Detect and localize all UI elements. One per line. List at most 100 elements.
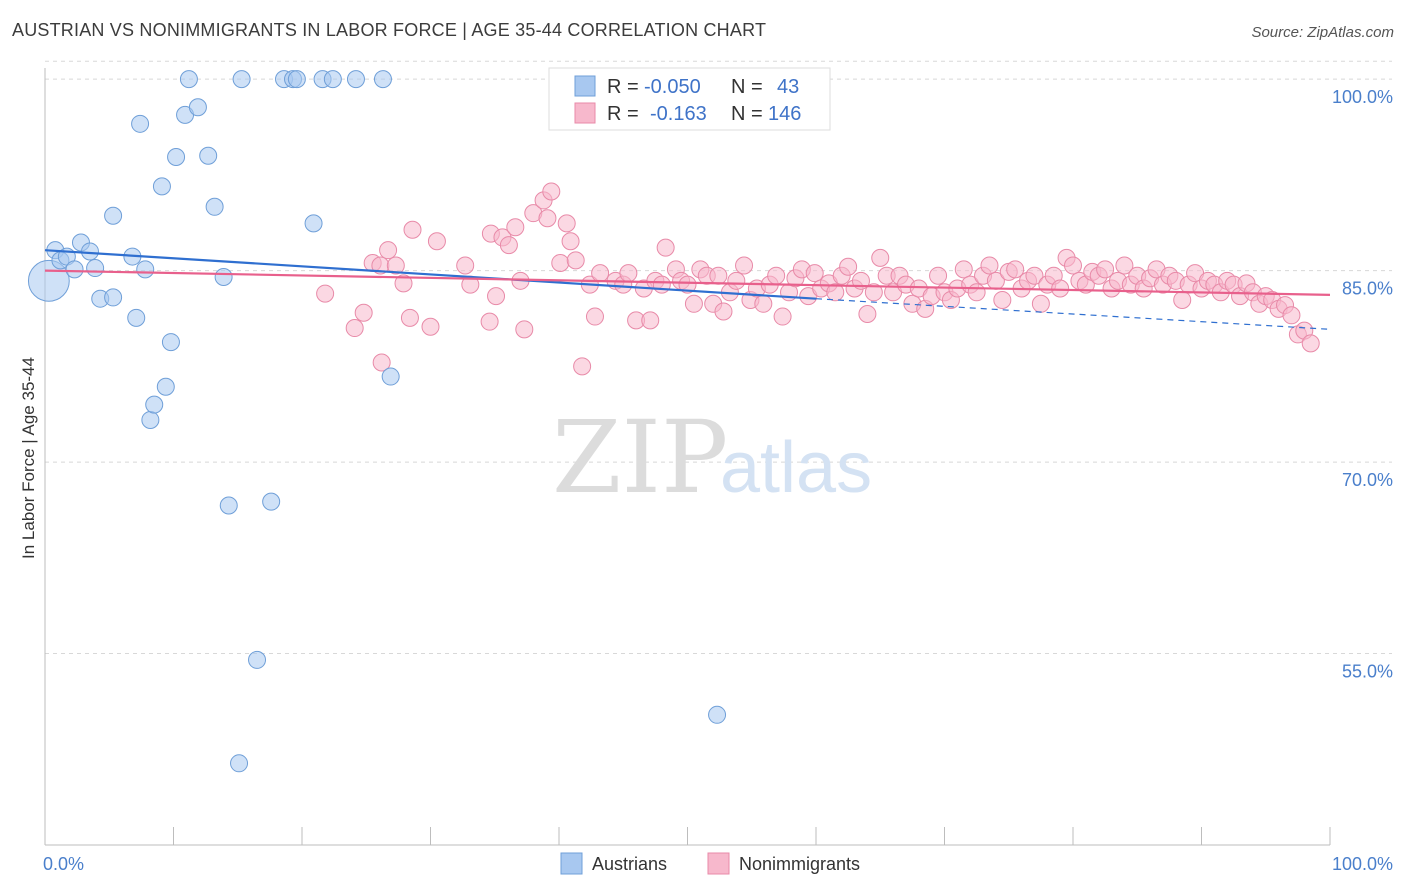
y-tick-label: 100.0% — [1332, 87, 1393, 107]
data-point-austrians — [65, 260, 84, 279]
y-tick-label: 70.0% — [1342, 470, 1393, 490]
data-point-nonimmigrants — [538, 209, 557, 228]
series-austrians-points — [27, 70, 727, 773]
data-point-austrians — [287, 70, 306, 89]
data-point-austrians — [323, 70, 342, 89]
legend-r-label: R = — [607, 76, 639, 98]
data-point-nonimmigrants — [566, 251, 585, 270]
data-point-nonimmigrants — [386, 256, 405, 275]
data-point-nonimmigrants — [767, 266, 786, 285]
data-point-nonimmigrants — [967, 283, 986, 302]
data-point-austrians — [145, 395, 164, 414]
data-point-nonimmigrants — [480, 312, 499, 331]
data-point-nonimmigrants — [487, 287, 506, 306]
data-point-nonimmigrants — [864, 283, 883, 302]
bottom-legend: Austrians Nonimmigrants — [560, 852, 860, 875]
legend-r-value: -0.163 — [650, 103, 707, 125]
data-point-nonimmigrants — [1301, 334, 1320, 353]
data-point-nonimmigrants — [773, 307, 792, 326]
data-point-nonimmigrants — [573, 357, 592, 376]
data-point-nonimmigrants — [421, 317, 440, 336]
data-point-nonimmigrants — [379, 241, 398, 260]
data-point-nonimmigrants — [1031, 294, 1050, 313]
axes — [44, 68, 1331, 846]
data-point-nonimmigrants — [619, 264, 638, 283]
trend-line-austrians-extension — [815, 298, 1331, 330]
grid-lines — [45, 60, 1392, 655]
data-point-nonimmigrants — [456, 256, 475, 275]
source-label: Source: ZipAtlas.com — [1251, 24, 1394, 41]
data-point-nonimmigrants — [871, 248, 890, 267]
data-point-nonimmigrants — [372, 353, 391, 372]
data-point-nonimmigrants — [1173, 290, 1192, 309]
watermark: ZIP atlas — [552, 399, 872, 516]
data-point-austrians — [248, 650, 267, 669]
data-point-nonimmigrants — [551, 253, 570, 272]
data-point-austrians — [381, 367, 400, 386]
data-point-nonimmigrants — [394, 274, 413, 293]
data-point-austrians — [232, 70, 251, 89]
data-point-nonimmigrants — [403, 220, 422, 239]
data-point-austrians — [214, 267, 233, 286]
data-point-austrians — [156, 377, 175, 396]
data-point-nonimmigrants — [678, 275, 697, 294]
bottom-legend-austrians: Austrians — [592, 854, 667, 874]
legend-box: R = -0.050 N = 43 R = -0.163 N = 146 — [548, 67, 831, 131]
data-point-nonimmigrants — [1282, 306, 1301, 325]
data-point-nonimmigrants — [735, 256, 754, 275]
legend-n-value: 146 — [768, 103, 801, 125]
data-point-austrians — [152, 177, 171, 196]
data-point-nonimmigrants — [929, 266, 948, 285]
data-point-austrians — [136, 260, 155, 279]
data-point-nonimmigrants — [1025, 266, 1044, 285]
data-point-nonimmigrants — [354, 303, 373, 322]
trend-lines — [44, 249, 1331, 330]
data-point-austrians — [205, 197, 224, 216]
data-point-austrians — [86, 259, 105, 278]
data-point-nonimmigrants — [839, 257, 858, 276]
data-point-nonimmigrants — [542, 182, 561, 201]
data-point-nonimmigrants — [641, 311, 660, 330]
legend-r-label: R = — [607, 103, 639, 125]
legend-swatch-austrians — [574, 75, 596, 97]
legend-n-value: 43 — [777, 76, 799, 98]
data-point-nonimmigrants — [400, 308, 419, 327]
data-point-nonimmigrants — [656, 238, 675, 257]
data-point-austrians — [708, 705, 727, 724]
data-point-nonimmigrants — [652, 275, 671, 294]
data-point-nonimmigrants — [1051, 279, 1070, 298]
data-point-nonimmigrants — [585, 307, 604, 326]
data-point-nonimmigrants — [993, 290, 1012, 309]
data-point-nonimmigrants — [591, 264, 610, 283]
data-point-austrians — [219, 496, 238, 515]
data-point-nonimmigrants — [345, 319, 364, 338]
data-point-austrians — [346, 70, 365, 89]
data-point-austrians — [179, 70, 198, 89]
x-tick-labels: 0.0% 100.0% — [43, 854, 1393, 874]
data-point-nonimmigrants — [506, 218, 525, 237]
data-point-austrians — [127, 308, 146, 327]
data-point-nonimmigrants — [684, 294, 703, 313]
data-point-nonimmigrants — [980, 256, 999, 275]
data-point-austrians — [141, 410, 160, 429]
legend-n-label: N = — [731, 76, 763, 98]
data-point-nonimmigrants — [826, 283, 845, 302]
data-point-nonimmigrants — [1006, 260, 1025, 279]
bottom-legend-nonimmigrants: Nonimmigrants — [739, 854, 860, 874]
data-point-nonimmigrants — [515, 320, 534, 339]
data-point-nonimmigrants — [557, 214, 576, 233]
chart-title: AUSTRIAN VS NONIMMIGRANTS IN LABOR FORCE… — [12, 20, 767, 40]
data-point-austrians — [161, 333, 180, 352]
y-tick-label: 55.0% — [1342, 662, 1393, 682]
data-point-austrians — [104, 288, 123, 307]
trend-line-austrians — [44, 249, 817, 300]
data-point-austrians — [167, 148, 186, 167]
data-point-nonimmigrants — [1064, 256, 1082, 275]
data-point-nonimmigrants — [754, 294, 773, 313]
y-tick-label: 85.0% — [1342, 279, 1393, 299]
legend-swatch-nonimmigrants — [574, 102, 596, 124]
data-point-austrians — [104, 206, 123, 225]
y-axis-label: In Labor Force | Age 35-44 — [19, 357, 38, 559]
watermark-atlas: atlas — [720, 428, 872, 508]
